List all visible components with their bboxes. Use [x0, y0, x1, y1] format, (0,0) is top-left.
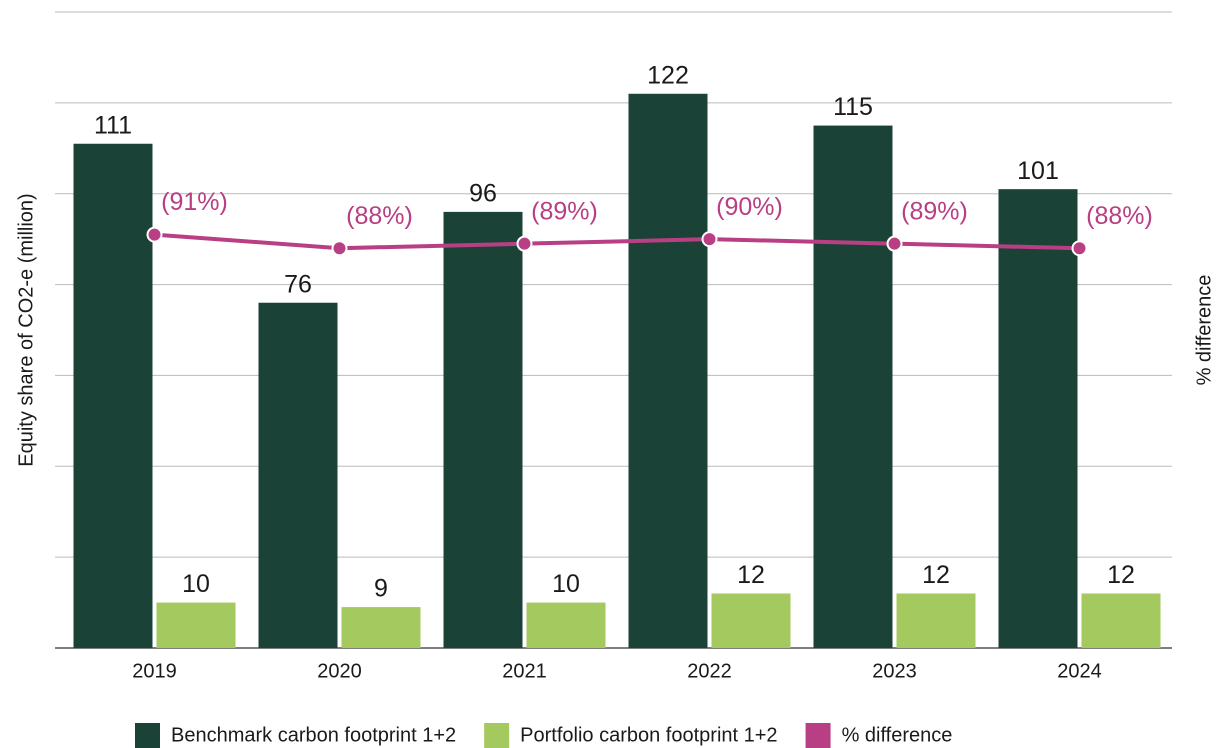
legend-label: Portfolio carbon footprint 1+2 [520, 724, 777, 746]
line-point [146, 226, 163, 243]
legend-swatch [805, 723, 831, 748]
bar [443, 211, 523, 648]
bar [813, 125, 893, 649]
line-point [701, 231, 718, 248]
bar [341, 607, 421, 648]
bar [628, 93, 708, 649]
bar [711, 593, 791, 648]
legend-swatch [484, 723, 510, 748]
x-tick-label: 2022 [687, 660, 732, 682]
bar-value-label: 10 [552, 570, 580, 598]
line [154, 232, 1080, 251]
x-tick-label: 2023 [872, 660, 917, 682]
bar-value-label: 12 [737, 561, 765, 589]
bar-value-label: 12 [922, 561, 950, 589]
bar-value-label: 12 [1107, 561, 1135, 589]
x-tick-label: 2021 [502, 660, 547, 682]
x-tick-label: 2019 [132, 660, 177, 682]
bar [73, 143, 153, 648]
bar [896, 593, 976, 648]
bar [526, 602, 606, 648]
line-point [331, 240, 348, 257]
bar [998, 189, 1078, 648]
bar-value-label: 9 [374, 575, 388, 603]
bar [156, 602, 236, 648]
line-point [516, 235, 533, 252]
line-point [886, 235, 903, 252]
bar [1081, 593, 1161, 648]
x-tick-label: 2024 [1057, 660, 1102, 682]
bar-value-label: 96 [469, 179, 497, 207]
y-axis-label: Equity share of CO2-e (million) [15, 193, 37, 466]
line-value-label: (90%) [716, 193, 783, 221]
x-tick-label: 2020 [317, 660, 362, 682]
line-value-label: (91%) [161, 188, 228, 216]
line-value-label: (89%) [531, 197, 598, 225]
bar [258, 302, 338, 648]
bar-value-label: 111 [94, 111, 132, 139]
bar-value-label: 10 [182, 570, 210, 598]
bar-value-label: 122 [647, 61, 689, 89]
bar-value-label: 76 [284, 270, 312, 298]
bar-value-label: 101 [1017, 157, 1059, 185]
line-value-label: (89%) [901, 197, 968, 225]
line-value-label: (88%) [346, 202, 413, 230]
line-point [1071, 240, 1088, 257]
legend-label: Benchmark carbon footprint 1+2 [171, 724, 456, 746]
bar-value-label: 115 [833, 93, 873, 121]
line-value-label: (88%) [1086, 202, 1153, 230]
legend-swatch [135, 723, 160, 748]
legend-label: % difference [842, 724, 953, 746]
y2-axis-label: % difference [1193, 275, 1215, 386]
